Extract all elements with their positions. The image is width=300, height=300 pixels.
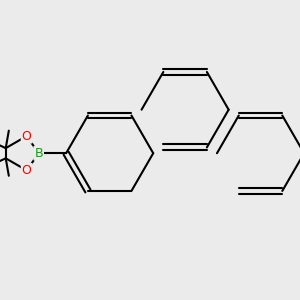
- Text: O: O: [22, 164, 32, 177]
- Text: B: B: [34, 147, 43, 160]
- Text: O: O: [22, 130, 32, 142]
